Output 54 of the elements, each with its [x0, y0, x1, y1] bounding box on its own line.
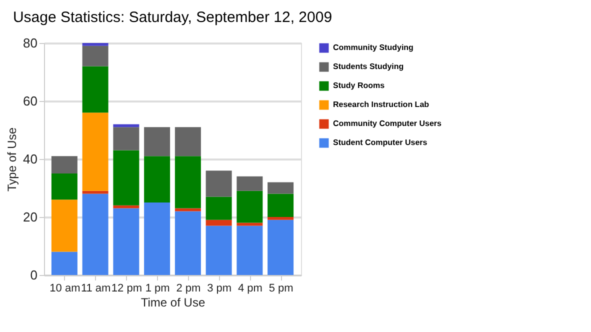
bar: [144, 202, 170, 275]
bar: [113, 127, 140, 150]
bar: [51, 174, 78, 200]
y-axis-title: Type of Use: [5, 127, 20, 192]
y-tick-label: 40: [23, 152, 38, 166]
y-tick-label: 20: [23, 210, 38, 224]
bar: [236, 226, 263, 275]
bar: [236, 190, 263, 223]
legend-label: Community Studying: [333, 43, 414, 52]
y-tick-label: 60: [23, 94, 38, 108]
bar: [206, 196, 232, 220]
y-tick-label: 80: [23, 36, 38, 50]
x-tick-label: 5 pm: [268, 282, 294, 294]
legend-label: Study Rooms: [333, 81, 386, 90]
bar: [174, 127, 201, 156]
x-tick-label: 3 pm: [207, 282, 232, 294]
x-tick-label: 11 am: [80, 282, 111, 294]
bar: [268, 217, 294, 220]
legend-label: Research Instruction Lab: [333, 100, 430, 109]
legend-label: Students Studying: [333, 62, 404, 71]
bar: [174, 211, 201, 275]
bar: [206, 226, 232, 275]
bar: [82, 43, 108, 46]
x-tick-label: 10 am: [50, 282, 80, 294]
bar: [113, 150, 140, 206]
x-tick-label: 12 pm: [111, 282, 142, 294]
x-axis-title: Time of Use: [140, 296, 206, 310]
x-tick-label: 4 pm: [238, 282, 262, 294]
bar: [82, 194, 108, 275]
bar: [51, 252, 78, 275]
bar: [206, 170, 232, 197]
bar: [268, 194, 294, 217]
bar: [174, 156, 201, 208]
bar: [268, 220, 294, 275]
x-tick-label: 2 pm: [176, 282, 201, 294]
bar: [268, 182, 294, 194]
bar: [82, 46, 108, 66]
bar: [113, 205, 140, 208]
bar: [82, 112, 108, 191]
bar: [144, 156, 170, 202]
bar: [236, 176, 263, 191]
bar: [51, 156, 78, 174]
bar: [51, 200, 78, 252]
legend-label: Community Computer Users: [333, 119, 442, 128]
bar: [113, 208, 140, 275]
legend-label: Student Computer Users: [333, 138, 428, 147]
bar: [82, 190, 108, 194]
bar: [82, 66, 108, 113]
x-tick-label: 1 pm: [145, 282, 170, 294]
bar: [144, 127, 170, 156]
chart-title: Usage Statistics: Saturday, September 12, 2009: [12, 9, 332, 26]
bar: [113, 124, 140, 128]
y-tick-label: 0: [30, 268, 38, 282]
bar: [206, 220, 232, 226]
